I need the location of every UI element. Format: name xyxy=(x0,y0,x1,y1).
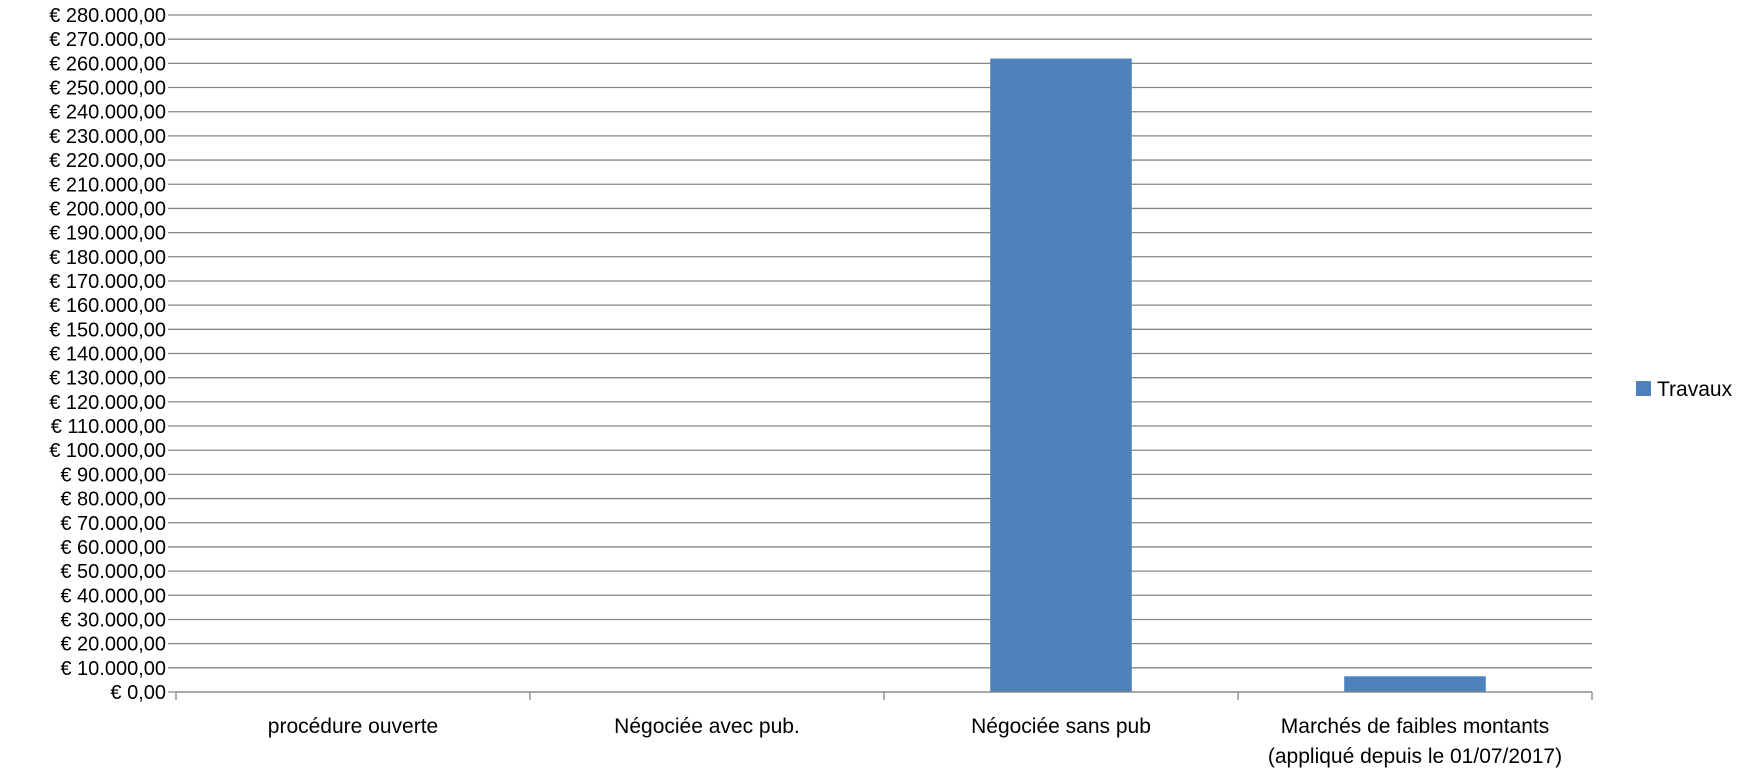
y-tick-label: € 250.000,00 xyxy=(49,78,166,100)
bars xyxy=(990,58,1486,693)
y-tick-label: € 90.000,00 xyxy=(60,464,166,486)
y-tick-label: € 200.000,00 xyxy=(49,198,166,220)
y-tick-label: € 20.000,00 xyxy=(60,634,166,656)
y-tick-label: € 0,00 xyxy=(110,682,166,704)
y-tick-label: € 210.000,00 xyxy=(49,174,166,196)
y-tick-label: € 120.000,00 xyxy=(49,392,166,414)
y-tick-label: € 50.000,00 xyxy=(60,561,166,583)
gridlines xyxy=(168,14,1592,693)
x-axis-category-labels: procédure ouverte Négociée avec pub. Négoc… xyxy=(268,715,1562,768)
y-tick-label: € 280.000,00 xyxy=(49,5,166,27)
legend: Travaux xyxy=(1636,378,1733,401)
x-category-label: Marchés de faibles montants xyxy=(1281,715,1549,738)
x-axis xyxy=(175,691,1593,700)
y-tick-label: € 70.000,00 xyxy=(60,513,166,535)
y-tick-label: € 140.000,00 xyxy=(49,344,166,366)
y-tick-label: € 100.000,00 xyxy=(49,440,166,462)
y-tick-label: € 150.000,00 xyxy=(49,319,166,341)
y-tick-label: € 30.000,00 xyxy=(60,609,166,631)
bar-4 xyxy=(1344,676,1486,692)
legend-swatch-travaux xyxy=(1636,381,1651,396)
y-tick-label: € 220.000,00 xyxy=(49,150,166,172)
bar-3 xyxy=(990,58,1132,693)
y-tick-label: € 110.000,00 xyxy=(51,416,166,438)
y-tick-label: € 240.000,00 xyxy=(49,102,166,124)
y-tick-label: € 10.000,00 xyxy=(60,658,166,680)
y-tick-label: € 160.000,00 xyxy=(49,295,166,317)
y-axis-tick-labels: € 0,00€ 10.000,00€ 20.000,00€ 30.000,00€… xyxy=(49,5,166,704)
x-category-label: procédure ouverte xyxy=(268,715,438,738)
y-tick-label: € 230.000,00 xyxy=(49,126,166,148)
x-category-label: Négociée sans pub xyxy=(971,715,1151,738)
x-category-label: Négociée avec pub. xyxy=(614,715,800,738)
legend-label-travaux: Travaux xyxy=(1657,378,1733,401)
y-tick-label: € 40.000,00 xyxy=(60,585,166,607)
y-tick-label: € 170.000,00 xyxy=(49,271,166,293)
y-tick-label: € 190.000,00 xyxy=(49,223,166,245)
y-tick-label: € 60.000,00 xyxy=(60,537,166,559)
y-tick-label: € 270.000,00 xyxy=(49,29,166,51)
x-category-label: (appliqué depuis le 01/07/2017) xyxy=(1268,745,1562,768)
y-tick-label: € 180.000,00 xyxy=(49,247,166,269)
y-tick-label: € 130.000,00 xyxy=(49,368,166,390)
y-tick-label: € 260.000,00 xyxy=(49,53,166,75)
y-tick-label: € 80.000,00 xyxy=(60,489,166,511)
